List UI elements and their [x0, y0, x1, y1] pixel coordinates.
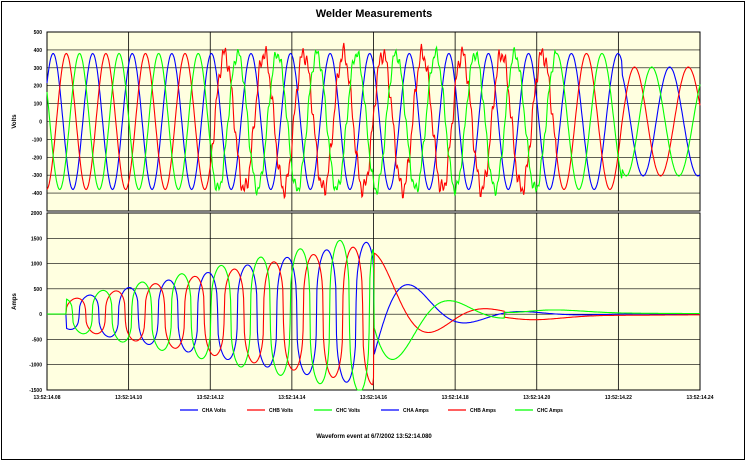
x-tick-label: 13:52:14.10 [115, 395, 142, 401]
chart-footer: Waveform event at 6/7/2002 13:52:14.080 [316, 434, 432, 440]
amps-series-chc-amps [47, 239, 700, 391]
volts-y-tick: -300 [32, 173, 42, 179]
amps-y-tick: -1000 [29, 363, 42, 369]
volts-y-tick: 400 [34, 48, 43, 54]
volts-series-chb-volts [46, 42, 701, 200]
amps-y-tick: 500 [34, 287, 43, 293]
amps-y-tick: 0 [39, 312, 42, 318]
amps-y-tick: -1500 [29, 388, 42, 394]
volts-y-label: Volts [12, 114, 18, 129]
x-tick-label: 13:52:14.16 [360, 395, 387, 401]
amps-y-tick: 1500 [31, 236, 42, 242]
volts-y-tick: 0 [39, 120, 42, 126]
volts-y-tick: 200 [34, 84, 43, 90]
chart-title: Welder Measurements [315, 8, 433, 20]
volts-y-tick: 300 [34, 66, 43, 72]
legend-label: CHB Volts [269, 408, 293, 414]
x-tick-label: 13:52:14.14 [278, 395, 305, 401]
volts-y-tick: -200 [32, 155, 42, 161]
amps-y-tick: -500 [32, 337, 42, 343]
legend-label: CHA Volts [202, 408, 226, 414]
legend-label: CHC Amps [537, 408, 563, 414]
amps-y-tick: 1000 [31, 262, 42, 268]
volts-y-tick: 100 [34, 102, 43, 108]
volts-y-tick: 500 [34, 30, 43, 36]
legend-label: CHB Amps [470, 408, 496, 414]
x-tick-label: 13:52:14.24 [687, 395, 714, 401]
legend-label: CHC Volts [336, 408, 360, 414]
volts-y-tick: -100 [32, 137, 42, 143]
x-tick-label: 13:52:14.20 [523, 395, 550, 401]
x-tick-label: 13:52:14.18 [442, 395, 469, 401]
amps-series-chb-amps [47, 246, 701, 386]
x-tick-label: 13:52:14.22 [605, 395, 632, 401]
amps-y-tick: 2000 [31, 211, 42, 217]
volts-series-cha-volts [46, 52, 701, 191]
x-tick-label: 13:52:14.12 [197, 395, 224, 401]
x-tick-label: 13:52:14.08 [34, 395, 61, 401]
volts-y-tick: -400 [32, 191, 42, 197]
amps-y-label: Amps [12, 293, 18, 310]
legend-label: CHA Amps [403, 408, 429, 414]
volts-series-chc-volts [46, 45, 701, 197]
